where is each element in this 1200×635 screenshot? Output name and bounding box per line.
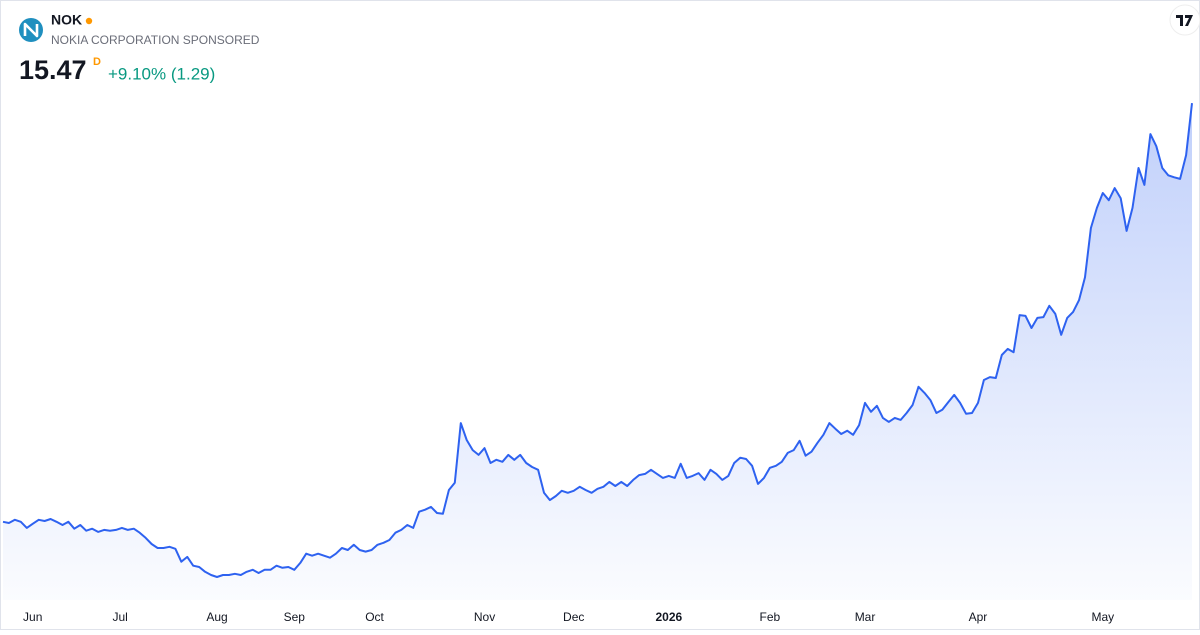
change: +9.10% (1.29) (108, 64, 215, 83)
x-tick-label: Sep (284, 610, 306, 624)
status-dot (85, 17, 93, 25)
x-tick-label: Apr (969, 610, 988, 624)
area-fill (3, 103, 1192, 600)
x-tick-label: Oct (365, 610, 384, 624)
price-line (2, 102, 1193, 578)
x-tick-label: Jul (112, 610, 127, 624)
tv-logo[interactable] (1169, 4, 1200, 36)
x-tick-label: Feb (760, 610, 781, 624)
x-tick-label: Dec (563, 610, 584, 624)
x-tick-label: Mar (855, 610, 876, 624)
x-tick-label: May (1091, 610, 1114, 624)
company-name: NOKIA CORPORATION SPONSORED (51, 33, 260, 47)
x-tick-label: Jun (23, 610, 42, 624)
price: 15.47 (19, 55, 87, 85)
symbol: NOK (51, 12, 82, 28)
x-tick-label: 2026 (655, 610, 682, 624)
x-tick-label: Aug (206, 610, 227, 624)
x-tick-label: Nov (474, 610, 495, 624)
interval: D (93, 56, 101, 68)
logo (19, 18, 43, 42)
